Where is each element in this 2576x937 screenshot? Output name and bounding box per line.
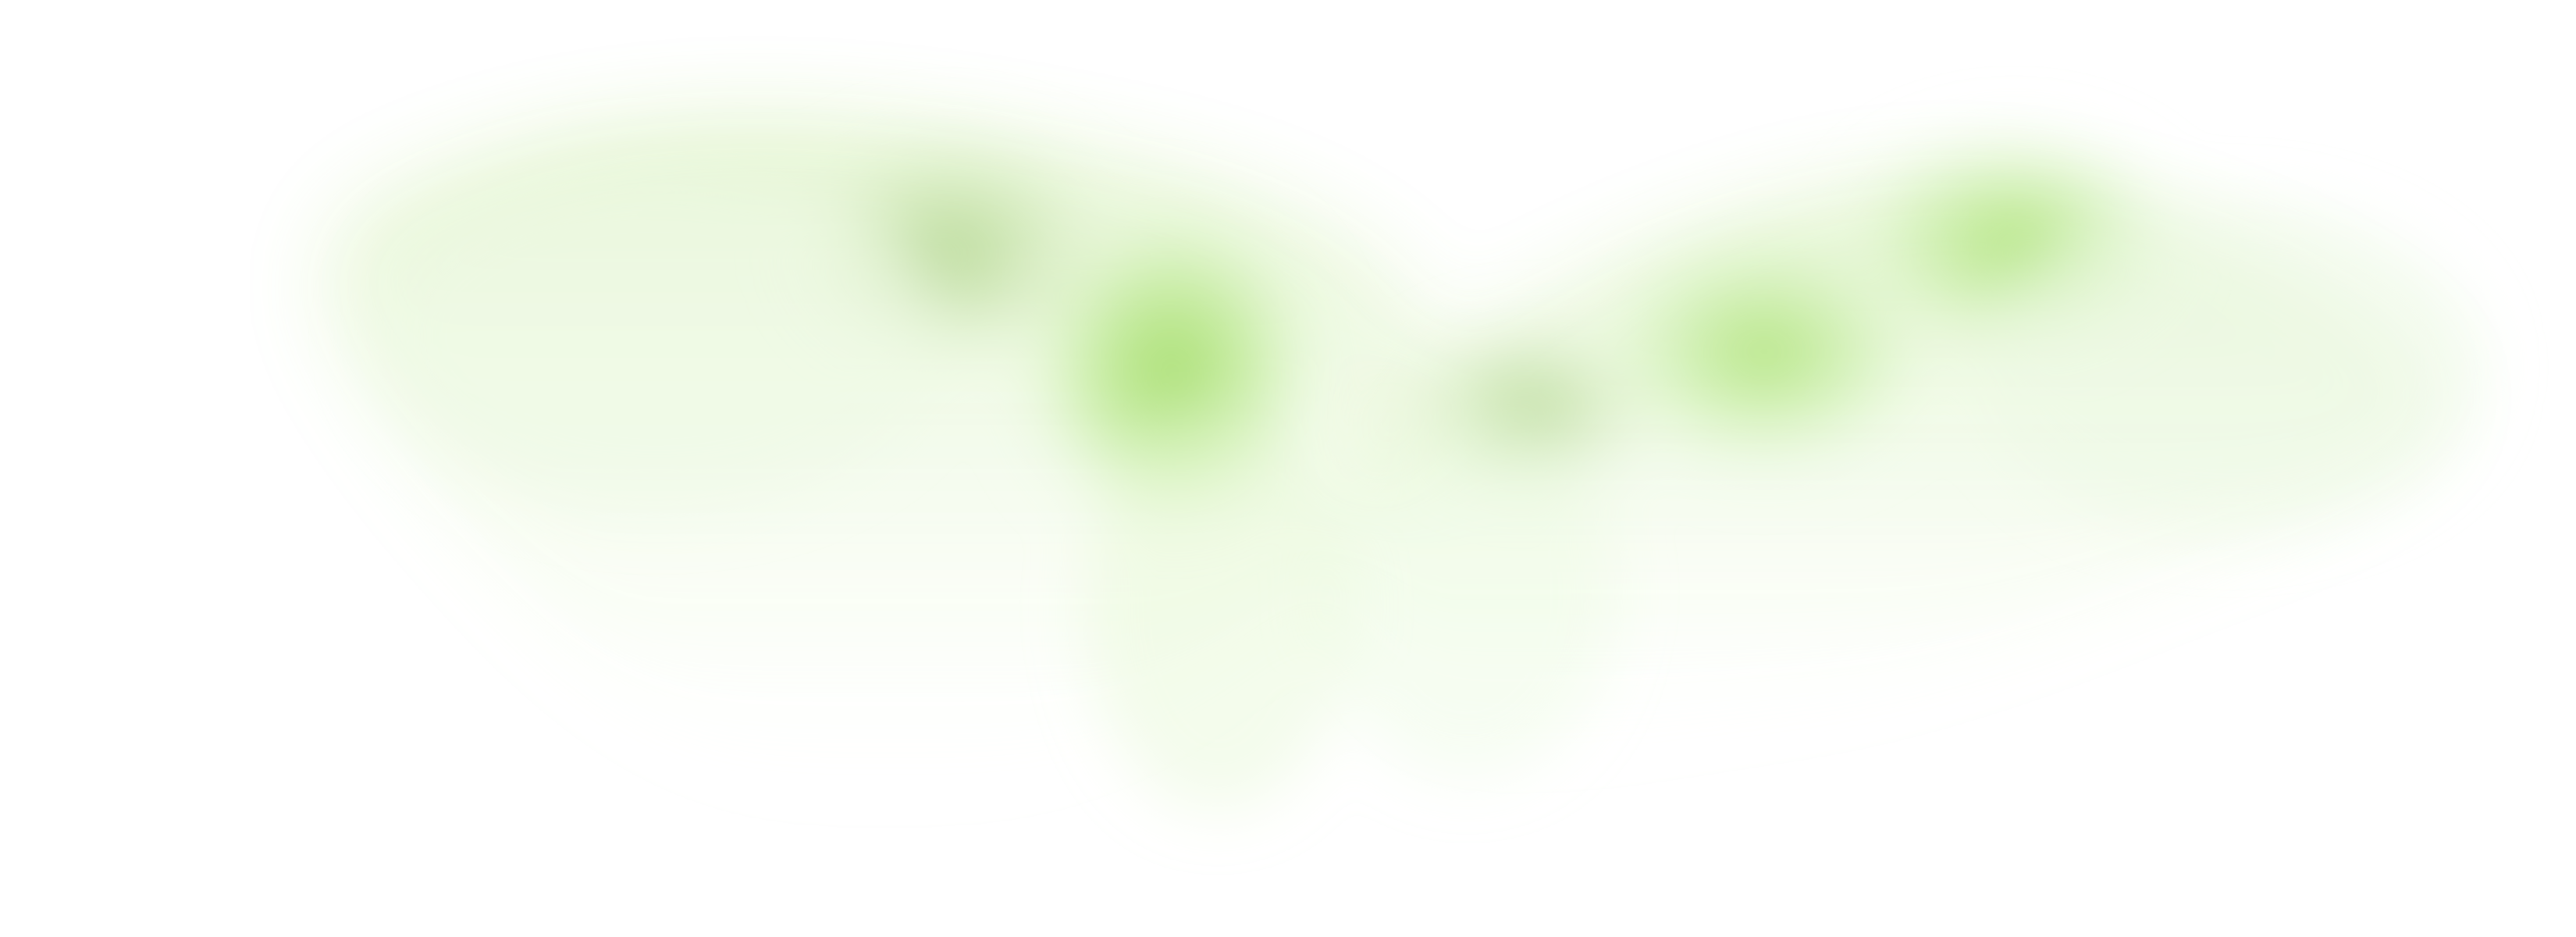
left-outer-glow: [375, 164, 937, 508]
lower-center-trail: [1319, 406, 1616, 781]
right-outer-glow: [1983, 203, 2482, 531]
lower-left-trail: [1085, 406, 1350, 812]
